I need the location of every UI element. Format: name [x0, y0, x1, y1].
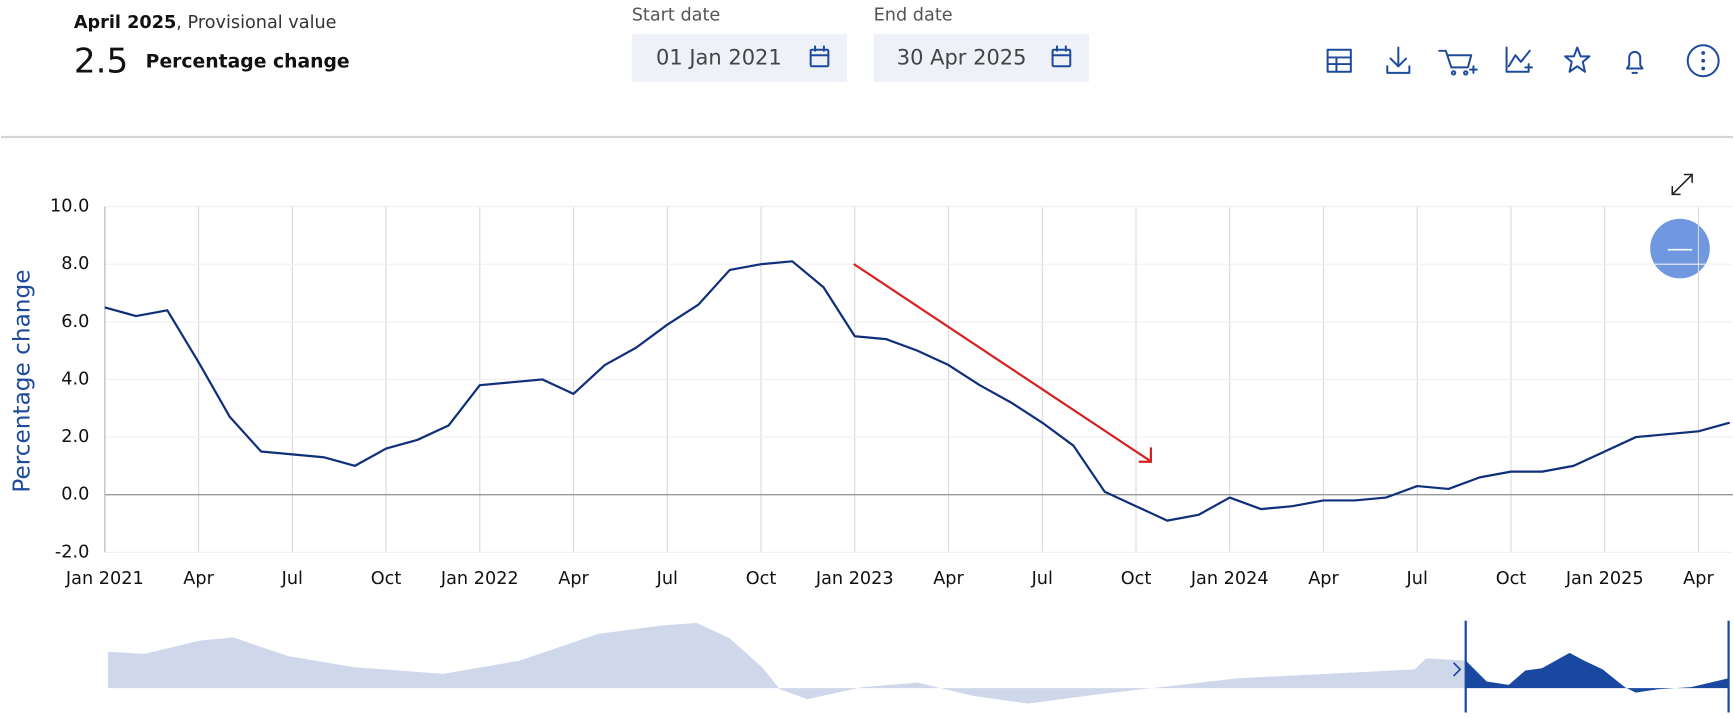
x-tick-label: Apr — [183, 569, 214, 589]
x-tick-label: Jul — [656, 569, 678, 589]
start-label: Start date — [632, 5, 721, 25]
start-value[interactable]: 01 Jan 2021 — [656, 46, 782, 70]
y-tick-label: -2.0 — [55, 542, 89, 562]
y-tick-label: 2.0 — [61, 427, 89, 447]
headline-value: 2.5 — [74, 41, 128, 81]
end-label: End date — [874, 5, 953, 25]
start-date-input[interactable]: 01 Jan 2021 — [631, 34, 848, 82]
arrow-shaft — [853, 263, 1151, 462]
x-tick-label: Jan 2025 — [1565, 569, 1644, 589]
x-tick-label: Apr — [1308, 569, 1339, 589]
annotation-arrow — [853, 263, 1152, 463]
navigator-selected — [1465, 652, 1729, 693]
navigator — [108, 620, 1730, 713]
dot[interactable] — [1701, 66, 1706, 71]
x-tick-label: Oct — [371, 569, 402, 589]
end-value[interactable]: 30 Apr 2025 — [897, 46, 1027, 70]
table-icon[interactable] — [1326, 48, 1352, 73]
period: April 2025 — [74, 13, 176, 33]
y-tick-label: 4.0 — [61, 369, 89, 389]
calendar-icon[interactable] — [1051, 45, 1072, 68]
data-line — [104, 260, 1730, 522]
x-tick-label: Jul — [281, 569, 303, 589]
end-date-input[interactable]: 30 Apr 2025 — [873, 34, 1090, 82]
y-tick-label: 6.0 — [61, 312, 89, 332]
add-chart-icon[interactable] — [1505, 46, 1533, 73]
download-icon[interactable] — [1386, 46, 1411, 74]
y-tick-label: 0.0 — [61, 485, 89, 505]
zoom-circle[interactable] — [1650, 218, 1710, 279]
y-tick-label: 10.0 — [50, 197, 89, 217]
y-tick-label: 8.0 — [61, 254, 89, 274]
x-tick-label: Apr — [558, 569, 589, 589]
alert-icon[interactable] — [1625, 51, 1644, 74]
x-tick-label: Jan 2024 — [1190, 569, 1269, 589]
header-line: April 2025, Provisional value — [74, 13, 337, 33]
x-tick-label: Jan 2023 — [815, 569, 894, 589]
dot[interactable] — [1701, 58, 1706, 63]
x-tick-label: Apr — [1683, 569, 1714, 589]
calendar-icon[interactable] — [809, 45, 830, 68]
navigator-arrow[interactable] — [1452, 662, 1462, 677]
x-tick-label: Apr — [933, 569, 964, 589]
plot: Jan 2021 Apr Jul Oct Jan 2022 Apr Jul Oct Jan 20… — [50, 197, 1734, 589]
favourite-icon[interactable] — [1564, 46, 1591, 73]
x-tick-label: Oct — [746, 569, 777, 589]
measure: Percentage change — [146, 51, 350, 72]
status: , Provisional value — [176, 13, 336, 33]
menu-button[interactable] — [1686, 44, 1720, 78]
basket-icon[interactable] — [1438, 49, 1478, 76]
y-axis-label: Percentage change — [9, 270, 36, 493]
navigator-area — [108, 623, 1466, 704]
x-tick-label: Jul — [1031, 569, 1053, 589]
x-tick-label: Jul — [1406, 569, 1428, 589]
x-tick-label: Jan 2021 — [65, 569, 144, 589]
zoom-button[interactable] — [1650, 218, 1710, 279]
menu-circle[interactable] — [1686, 44, 1720, 78]
x-tick-label: Oct — [1121, 569, 1152, 589]
x-tick-label: Jan 2022 — [440, 569, 519, 589]
x-tick-label: Oct — [1496, 569, 1527, 589]
expand-icon[interactable] — [1671, 173, 1693, 196]
dot[interactable] — [1701, 51, 1706, 55]
arrow-head — [1138, 447, 1152, 463]
